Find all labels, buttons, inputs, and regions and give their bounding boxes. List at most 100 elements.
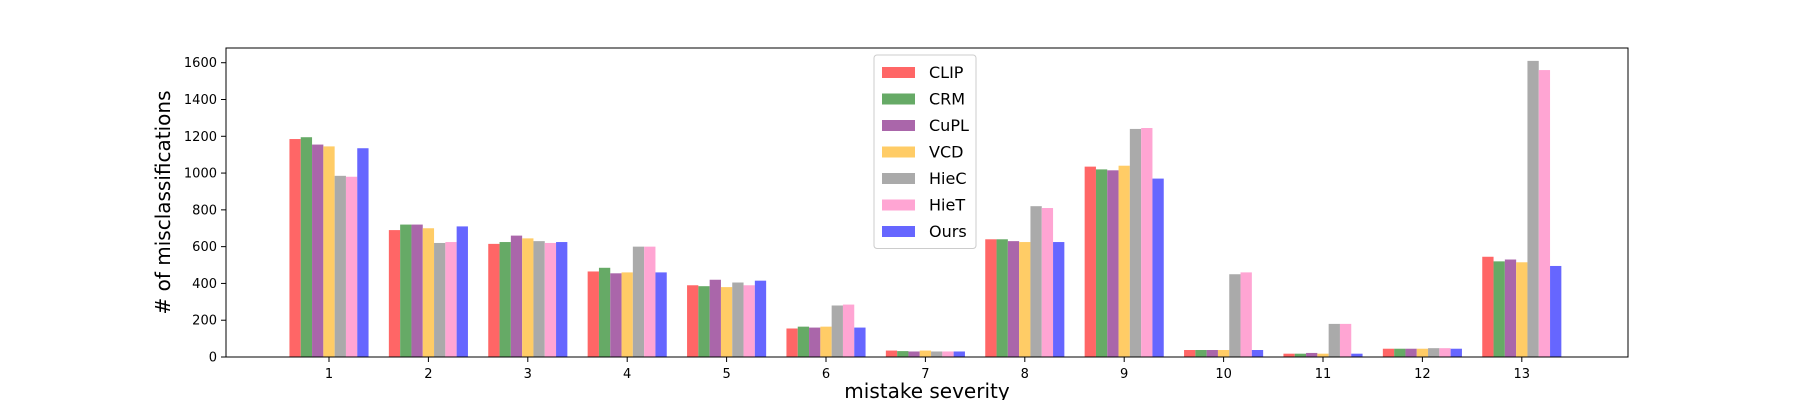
bar-vcd-7 <box>919 350 932 357</box>
bar-vcd-3 <box>522 238 534 357</box>
bar-clip-4 <box>587 271 599 357</box>
bar-clip-9 <box>1084 166 1096 357</box>
bar-cupl-5 <box>709 279 721 357</box>
bar-cupl-8 <box>1007 241 1020 358</box>
bar-vcd-13 <box>1516 262 1528 357</box>
bar-cupl-12 <box>1405 348 1417 357</box>
bar-crm-10 <box>1195 350 1207 357</box>
bar-cupl-9 <box>1107 170 1119 357</box>
legend-swatch-ours <box>882 226 915 237</box>
bar-ours-5 <box>754 280 767 357</box>
bar-ours-9 <box>1152 178 1164 357</box>
x-tick-label-10: 10 <box>1215 367 1232 382</box>
bar-clip-13 <box>1482 256 1494 357</box>
bar-vcd-2 <box>422 228 435 357</box>
bar-clip-12 <box>1382 348 1395 357</box>
bar-vcd-6 <box>820 326 832 357</box>
bar-hiec-1 <box>334 175 346 357</box>
y-tick-label-0: 0 <box>209 351 217 366</box>
legend-swatch-crm <box>882 93 915 105</box>
bar-crm-7 <box>897 351 909 357</box>
bar-crm-9 <box>1095 169 1108 357</box>
bar-ours-3 <box>556 242 568 357</box>
bar-ours-12 <box>1450 348 1462 357</box>
bar-hiet-8 <box>1041 208 1054 357</box>
y-tick-label-800: 800 <box>192 203 217 218</box>
bar-clip-5 <box>687 285 699 357</box>
bar-vcd-10 <box>1217 350 1230 357</box>
bar-cupl-7 <box>908 351 920 357</box>
y-tick-label-1200: 1200 <box>184 130 217 145</box>
y-axis: 0 200 400 600 800 1000 1200 1400 1600 <box>184 56 226 366</box>
bar-ours-10 <box>1251 350 1264 357</box>
bar-clip-1 <box>289 139 301 357</box>
bar-ours-1 <box>357 148 369 357</box>
legend-swatch-hiet <box>882 199 915 211</box>
bar-clip-8 <box>985 239 997 357</box>
legend: CLIP CRM CuPL VCD HieC HieT Ours <box>873 54 977 249</box>
bar-hiec-6 <box>831 305 843 357</box>
y-tick-label-1600: 1600 <box>184 56 217 71</box>
bar-hiec-7 <box>931 351 943 357</box>
x-axis: 1 2 3 4 5 6 7 8 9 10 11 12 13 <box>325 357 1530 382</box>
bar-hiet-11 <box>1339 323 1352 357</box>
bar-hiec-2 <box>434 242 446 357</box>
legend-swatch-vcd <box>882 146 915 158</box>
bar-vcd-11 <box>1317 353 1329 357</box>
bar-clip-10 <box>1184 350 1196 357</box>
bar-hiet-6 <box>842 304 855 357</box>
bar-hiec-13 <box>1527 60 1539 358</box>
bar-cupl-3 <box>510 235 523 357</box>
x-tick-label-12: 12 <box>1414 367 1431 382</box>
y-tick-label-200: 200 <box>192 314 217 329</box>
bar-hiec-8 <box>1030 206 1042 357</box>
x-tick-label-8: 8 <box>1021 367 1029 382</box>
legend-label-crm: CRM <box>929 90 965 109</box>
bar-cupl-13 <box>1504 259 1517 357</box>
bar-crm-8 <box>996 239 1008 357</box>
bar-hiet-7 <box>942 351 954 357</box>
legend-label-cupl: CuPL <box>929 116 969 135</box>
x-tick-label-9: 9 <box>1120 367 1128 382</box>
bar-hiec-9 <box>1129 128 1142 357</box>
bar-hiec-3 <box>533 241 545 358</box>
legend-swatch-hiec <box>882 173 915 184</box>
bar-clip-3 <box>488 243 500 357</box>
y-tick-label-400: 400 <box>192 277 217 292</box>
legend-label-vcd: VCD <box>929 143 963 162</box>
y-tick-label-600: 600 <box>192 240 217 255</box>
bar-crm-6 <box>797 326 810 357</box>
bar-vcd-1 <box>323 146 335 357</box>
bar-crm-4 <box>598 267 611 357</box>
x-axis-label: mistake severity <box>844 379 1010 400</box>
bar-vcd-5 <box>720 287 733 357</box>
bar-hiet-12 <box>1439 348 1451 357</box>
bar-cupl-1 <box>312 144 324 357</box>
bar-hiet-4 <box>644 246 656 357</box>
bar-ours-7 <box>953 351 965 357</box>
legend-label-ours: Ours <box>929 222 967 241</box>
bar-ours-4 <box>655 272 667 357</box>
x-tick-label-5: 5 <box>722 367 730 382</box>
bar-hiec-12 <box>1428 348 1440 357</box>
bar-crm-2 <box>400 224 412 357</box>
bar-cupl-6 <box>809 327 821 357</box>
bar-ours-13 <box>1550 265 1562 357</box>
x-tick-label-7: 7 <box>921 367 929 382</box>
bar-vcd-4 <box>621 272 633 357</box>
bar-hiet-3 <box>544 242 557 357</box>
bar-crm-11 <box>1294 353 1307 357</box>
bar-ours-2 <box>456 226 468 357</box>
bar-vcd-8 <box>1019 242 1031 357</box>
bars-layer <box>289 60 1562 358</box>
bar-clip-2 <box>388 230 401 357</box>
bar-clip-7 <box>885 350 898 357</box>
plot-frame <box>225 47 1629 358</box>
legend-label-hiet: HieT <box>929 196 965 215</box>
bar-hiec-11 <box>1328 323 1340 357</box>
bar-clip-6 <box>786 328 798 357</box>
bar-cupl-2 <box>411 224 423 357</box>
bar-vcd-9 <box>1118 165 1130 357</box>
legend-swatch-clip <box>882 67 915 78</box>
bar-clip-11 <box>1283 353 1295 357</box>
